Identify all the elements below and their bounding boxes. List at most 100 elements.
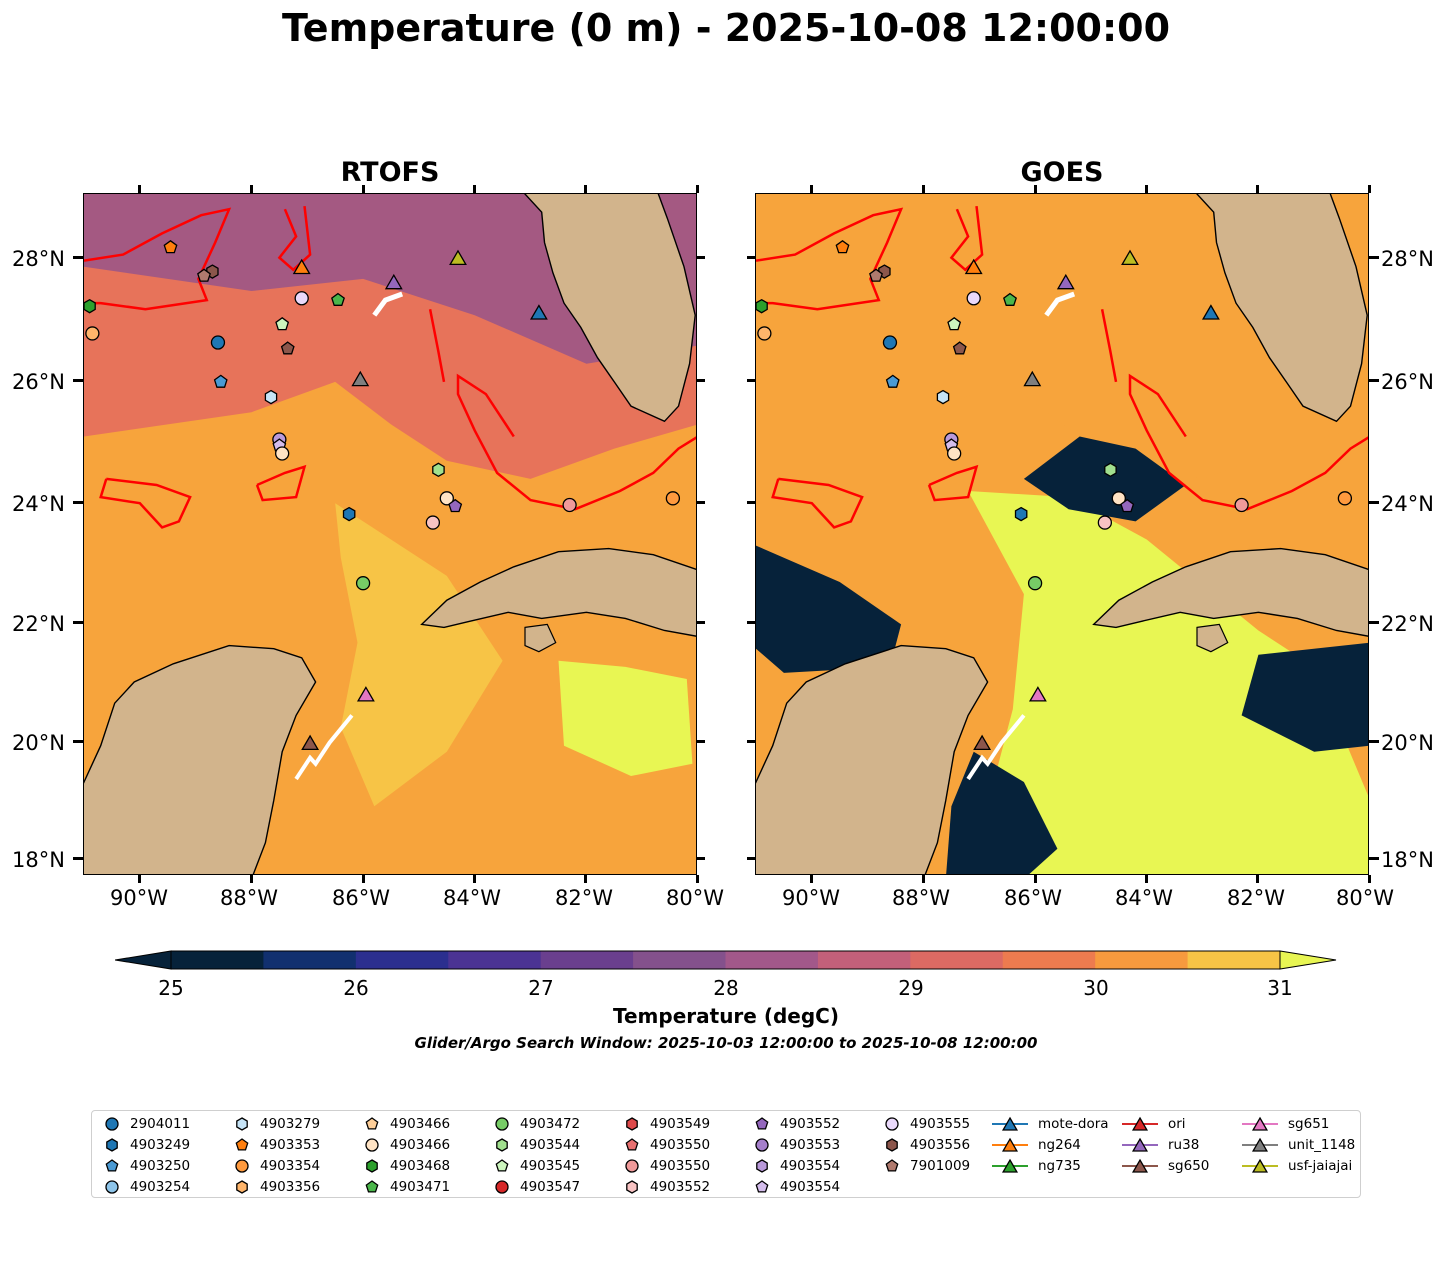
legend-label: ori — [1168, 1116, 1186, 1132]
legend-marker — [236, 1180, 248, 1194]
legend-marker — [1242, 1137, 1278, 1152]
rtofs-cool-north — [84, 194, 696, 364]
legend-marker — [105, 1117, 119, 1131]
legend-label: 4903550 — [650, 1158, 711, 1174]
legend-item: 4903554 — [754, 1156, 840, 1176]
lat-tick-left-inner-5 — [697, 255, 705, 259]
legend-item: 4903353 — [234, 1135, 320, 1155]
rtofs-map[interactable] — [83, 193, 697, 875]
rtofs-contour-0 — [84, 207, 232, 311]
goes-float-5 — [1337, 491, 1353, 506]
colorbar-tick-30: 30 — [1083, 976, 1109, 1000]
colorbar-extend-high — [1279, 950, 1337, 970]
lon-label-82-left: 82°W — [555, 886, 613, 910]
lat-tick-left-inner-0 — [697, 856, 705, 860]
goes-contour-5 — [1100, 308, 1118, 383]
figure-title: Temperature (0 m) - 2025-10-08 12:00:00 — [281, 6, 1171, 50]
lat-tick-left-inner-3 — [697, 500, 705, 504]
legend-item: 4903556 — [884, 1135, 970, 1155]
lon-label-90-left: 90°W — [110, 886, 168, 910]
lon-tick-right-1 — [921, 875, 925, 883]
goes-contour-0 — [756, 207, 904, 311]
rtofs-isla-juventud — [524, 623, 557, 653]
lon-tick-left-top-1 — [249, 185, 253, 193]
legend-item: 4903553 — [754, 1135, 840, 1155]
legend-marker — [105, 1159, 119, 1172]
goes-float-21 — [869, 268, 883, 282]
lat-label-18-right: 18°N — [1381, 848, 1434, 872]
goes-float-15 — [1120, 498, 1135, 513]
lon-tick-left-1 — [249, 875, 253, 883]
lon-label-90-right: 90°W — [782, 886, 840, 910]
lon-tick-left-4 — [583, 875, 587, 883]
rtofs-cuba — [420, 547, 696, 637]
legend-item: 4903549 — [624, 1114, 710, 1134]
legend-marker — [495, 1117, 509, 1131]
legend-label: 4903354 — [260, 1158, 321, 1174]
legend-marker — [365, 1138, 379, 1152]
goes-cuba — [1092, 547, 1368, 637]
legend-marker — [366, 1159, 378, 1173]
goes-warm-area — [968, 491, 1368, 874]
legend-label: 4903545 — [520, 1158, 581, 1174]
lat-label-20-right: 20°N — [1381, 731, 1434, 755]
colorbar-bin-5 — [633, 951, 726, 969]
legend-marker — [106, 1138, 118, 1152]
colorbar-bin-0 — [171, 951, 264, 969]
legend-marker — [626, 1180, 638, 1194]
legend-marker — [992, 1116, 1028, 1131]
lon-tick-right-top-2 — [1033, 185, 1037, 193]
legend-item: 4903466 — [364, 1114, 450, 1134]
goes-map[interactable] — [755, 193, 1369, 875]
legend-symbol — [235, 1138, 249, 1151]
legend-symbol — [495, 1159, 509, 1172]
lat-tick-right-inner-3 — [747, 500, 755, 504]
rtofs-float-5 — [665, 491, 681, 506]
lat-tick-left-1 — [73, 739, 83, 743]
rtofs-yucatan — [84, 644, 317, 874]
legend-label: 4903279 — [260, 1116, 321, 1132]
legend-symbol — [885, 1159, 899, 1172]
legend-label: 4903549 — [650, 1116, 711, 1132]
legend-label: 4903554 — [780, 1158, 841, 1174]
rtofs-glider-0 — [529, 304, 548, 320]
goes-contour-2 — [1128, 373, 1368, 511]
legend-symbol — [105, 1159, 119, 1172]
rtofs-float-18 — [294, 291, 309, 306]
legend-marker — [495, 1159, 509, 1172]
lat-label-22-right: 22°N — [1381, 612, 1434, 636]
legend-label: sg651 — [1288, 1116, 1330, 1132]
lon-label-84-left: 84°W — [443, 886, 501, 910]
legend-marker — [365, 1117, 379, 1130]
lat-label-22-left: 22°N — [12, 612, 65, 636]
legend-triangle — [1001, 1137, 1019, 1152]
panel-title-rtofs: RTOFS — [340, 157, 440, 188]
goes-yucatan — [756, 644, 989, 874]
legend-marker — [1122, 1137, 1158, 1152]
legend-item: 4903545 — [494, 1156, 580, 1176]
legend-item: 4903472 — [494, 1114, 580, 1134]
lat-label-26-left: 26°N — [12, 370, 65, 394]
goes-float-22 — [952, 341, 967, 355]
legend-item: 4903250 — [104, 1156, 190, 1176]
legend-symbol — [755, 1117, 769, 1130]
legend-marker — [625, 1159, 639, 1173]
legend-symbol — [886, 1138, 898, 1152]
goes-cool-band — [756, 194, 1368, 479]
rtofs-glider-2 — [384, 273, 403, 290]
colorbar-bin-1 — [263, 951, 357, 969]
colorbar-bin-6 — [725, 951, 819, 969]
lon-tick-left-top-3 — [472, 185, 476, 193]
lat-label-28-right: 28°N — [1381, 247, 1434, 271]
legend-label: 4903544 — [520, 1137, 581, 1153]
rtofs-float-13 — [562, 497, 577, 513]
legend-symbol — [365, 1138, 379, 1152]
legend-label: usf-jaiajai — [1288, 1158, 1353, 1174]
goes-float-11 — [1104, 462, 1117, 478]
goes-isla-juventud — [1196, 623, 1229, 653]
legend-triangle — [1131, 1137, 1149, 1152]
rtofs-float-22 — [280, 341, 295, 355]
goes-cloud-east — [1241, 642, 1368, 752]
legend-symbol — [235, 1159, 249, 1173]
legend-label: 4903466 — [390, 1137, 451, 1153]
